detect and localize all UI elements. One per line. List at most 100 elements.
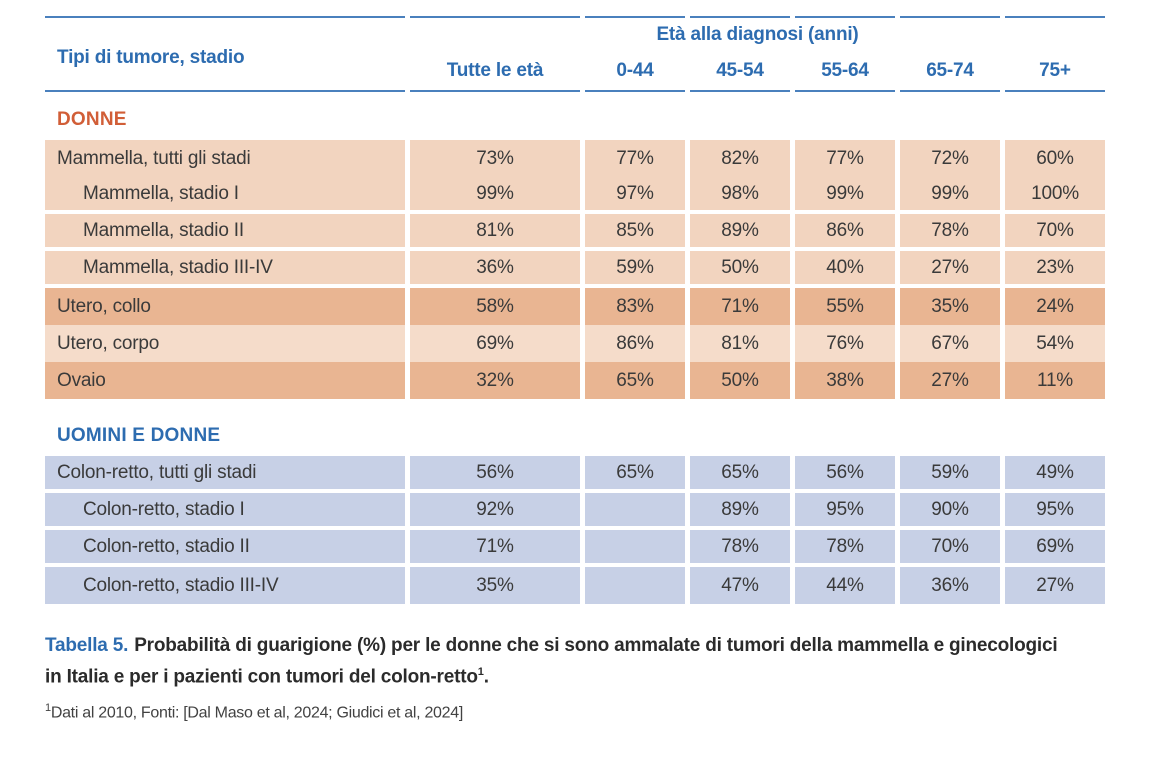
- column-header-65-74: 65-74: [900, 52, 1000, 92]
- cell-value: 77%: [795, 140, 895, 177]
- cell-value: 24%: [1005, 288, 1105, 325]
- cell-value: 40%: [795, 251, 895, 288]
- row-label: Mammella, stadio II: [45, 214, 405, 251]
- cell-value: 89%: [690, 214, 790, 251]
- cell-value: 35%: [900, 288, 1000, 325]
- cell-value: 86%: [795, 214, 895, 251]
- cell-value: 86%: [585, 325, 685, 362]
- cell-value: 35%: [410, 567, 580, 604]
- cell-value: [585, 493, 685, 530]
- cell-value: 81%: [690, 325, 790, 362]
- cell-value: 78%: [795, 530, 895, 567]
- column-header-55-64: 55-64: [795, 52, 895, 92]
- header-spacer: [690, 16, 790, 52]
- table-5-wrapper: Età alla diagnosi (anni) Tipi di tumore,…: [40, 16, 1110, 604]
- header-spacer: [410, 16, 580, 52]
- footnote: 1Dati al 2010, Fonti: [Dal Maso et al, 2…: [45, 702, 1110, 722]
- cell-value: [585, 567, 685, 604]
- cell-value: 56%: [795, 456, 895, 493]
- caption-footnote-ref: 1: [477, 666, 484, 678]
- header-spacer: [585, 16, 685, 52]
- cell-value: 49%: [1005, 456, 1105, 493]
- table-row-mammella-stadio-i: Mammella, stadio I 99% 97% 98% 99% 99% 100%: [45, 177, 1105, 214]
- cell-value: 27%: [1005, 567, 1105, 604]
- table-row-mammella-stadio-ii: Mammella, stadio II 81% 85% 89% 86% 78% 70%: [45, 214, 1105, 251]
- cell-value: 69%: [1005, 530, 1105, 567]
- row-label: Colon-retto, stadio I: [45, 493, 405, 530]
- table-body: DONNE Mammella, tutti gli stadi 73% 77% 82% 7…: [45, 92, 1105, 604]
- header-columns-row: Tutte le età 0-44 45-54 55-64 65-74 75+: [45, 52, 1105, 92]
- table-row-colon-retto-stadio-iii-iv: Colon-retto, stadio III-IV 35% 47% 44% 36% 27…: [45, 567, 1105, 604]
- table-row-ovaio: Ovaio 32% 65% 50% 38% 27% 11%: [45, 362, 1105, 399]
- table-row-utero-collo: Utero, collo 58% 83% 71% 55% 35% 24%: [45, 288, 1105, 325]
- cell-value: 67%: [900, 325, 1000, 362]
- cell-value: 95%: [1005, 493, 1105, 530]
- column-header-75plus: 75+: [1005, 52, 1105, 92]
- table-row-colon-retto-stadio-i: Colon-retto, stadio I 92% 89% 95% 90% 95%: [45, 493, 1105, 530]
- footnote-text: Dati al 2010, Fonti: [Dal Maso et al, 20…: [50, 704, 463, 722]
- footnote-ref: 1: [45, 702, 51, 715]
- cell-value: 56%: [410, 456, 580, 493]
- header-group-row: Tipi di tumore, stadio: [45, 16, 1105, 92]
- row-label: Ovaio: [45, 362, 405, 399]
- cell-value: 78%: [900, 214, 1000, 251]
- cell-value: 50%: [690, 362, 790, 399]
- cell-value: 36%: [410, 251, 580, 288]
- cell-value: 54%: [1005, 325, 1105, 362]
- section-label: DONNE: [45, 92, 1105, 140]
- cell-value: 47%: [690, 567, 790, 604]
- header-spacer: [795, 16, 895, 52]
- cell-value: 32%: [410, 362, 580, 399]
- cell-value: 65%: [585, 362, 685, 399]
- tabella-5: Tipi di tumore, stadio Tutte le età 0-44…: [40, 16, 1110, 604]
- cell-value: [585, 530, 685, 567]
- column-header-0-44: 0-44: [585, 52, 685, 92]
- age-at-diagnosis-group-header: Età alla diagnosi (anni): [656, 24, 859, 45]
- caption-period: .: [483, 666, 489, 688]
- row-label: Colon-retto, stadio III-IV: [45, 567, 405, 604]
- section-row-uomini-e-donne: UOMINI E DONNE: [45, 399, 1105, 456]
- document-page: Età alla diagnosi (anni) Tipi di tumore,…: [40, 16, 1110, 722]
- cell-value: 71%: [410, 530, 580, 567]
- cell-value: 70%: [1005, 214, 1105, 251]
- cell-value: 55%: [795, 288, 895, 325]
- cell-value: 85%: [585, 214, 685, 251]
- cell-value: 99%: [900, 177, 1000, 214]
- caption-text: Probabilità di guarigione (%) per le don…: [45, 635, 1058, 688]
- cell-value: 58%: [410, 288, 580, 325]
- cell-value: 99%: [795, 177, 895, 214]
- cell-value: 97%: [585, 177, 685, 214]
- cell-value: 77%: [585, 140, 685, 177]
- cell-value: 59%: [900, 456, 1000, 493]
- cell-value: 59%: [585, 251, 685, 288]
- cell-value: 90%: [900, 493, 1000, 530]
- section-label: UOMINI E DONNE: [45, 399, 1105, 456]
- cell-value: 82%: [690, 140, 790, 177]
- header-spacer: [1005, 16, 1105, 52]
- header-spacer: [900, 16, 1000, 52]
- cell-value: 38%: [795, 362, 895, 399]
- cell-value: 78%: [690, 530, 790, 567]
- cell-value: 100%: [1005, 177, 1105, 214]
- cell-value: 50%: [690, 251, 790, 288]
- cell-value: 89%: [690, 493, 790, 530]
- row-label: Utero, collo: [45, 288, 405, 325]
- cell-value: 69%: [410, 325, 580, 362]
- cell-value: 81%: [410, 214, 580, 251]
- column-header-tumor-type: Tipi di tumore, stadio: [45, 16, 405, 92]
- row-label: Utero, corpo: [45, 325, 405, 362]
- cell-value: 99%: [410, 177, 580, 214]
- table-row-mammella-stadio-iii-iv: Mammella, stadio III-IV 36% 59% 50% 40% 27% 23…: [45, 251, 1105, 288]
- cell-value: 23%: [1005, 251, 1105, 288]
- row-label: Colon-retto, stadio II: [45, 530, 405, 567]
- cell-value: 11%: [1005, 362, 1105, 399]
- table-row-colon-retto-stadio-ii: Colon-retto, stadio II 71% 78% 78% 70% 69%: [45, 530, 1105, 567]
- cell-value: 27%: [900, 251, 1000, 288]
- cell-value: 65%: [585, 456, 685, 493]
- cell-value: 71%: [690, 288, 790, 325]
- cell-value: 83%: [585, 288, 685, 325]
- table-row-mammella-tutti-gli-stadi: Mammella, tutti gli stadi 73% 77% 82% 77% 72%…: [45, 140, 1105, 177]
- table-caption: Tabella 5. Probabilità di guarigione (%) …: [45, 632, 1065, 690]
- row-label: Mammella, stadio I: [45, 177, 405, 214]
- column-header-45-54: 45-54: [690, 52, 790, 92]
